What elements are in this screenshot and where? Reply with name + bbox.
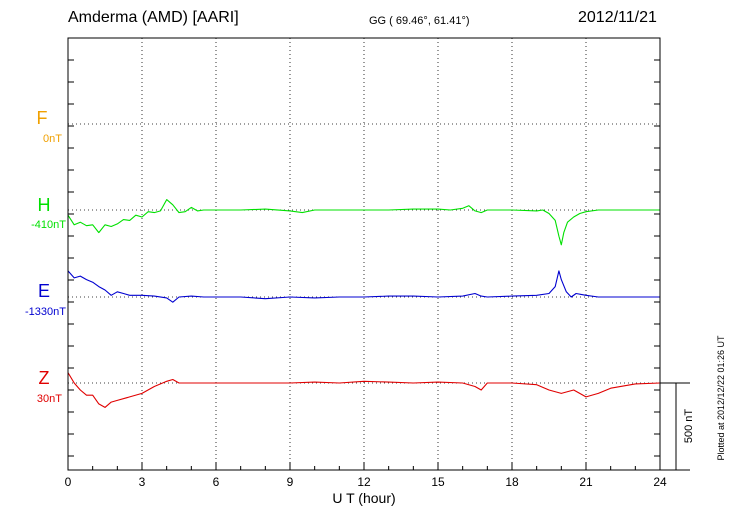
- series-lines: [67, 199, 661, 408]
- y-ticks: [68, 37, 660, 457]
- plotted-note: Plotted at 2012/12/22 01:26 UT: [716, 335, 726, 461]
- x-axis-label: U T (hour): [332, 490, 395, 506]
- series-E-line: [67, 270, 660, 303]
- x-tick-label: 12: [357, 475, 371, 489]
- offset-H: -410nT: [31, 219, 66, 231]
- label-F: F: [37, 108, 48, 128]
- label-Z: Z: [39, 368, 50, 388]
- plot-date: 2012/11/21: [578, 9, 657, 26]
- station-coords: GG ( 69.46°, 61.41°): [369, 15, 470, 27]
- series-H-line: [67, 199, 660, 246]
- x-tick-label: 24: [653, 475, 667, 489]
- label-H: H: [38, 195, 51, 215]
- offset-Z: 30nT: [37, 393, 62, 405]
- x-ticks: 0 3 6 9 12 15 18 21 24: [65, 462, 667, 489]
- x-tick-label: 18: [505, 475, 519, 489]
- label-E: E: [38, 281, 50, 301]
- offset-E: -1330nT: [25, 306, 66, 318]
- x-tick-label: 6: [213, 475, 220, 489]
- scale-bar-label: 500 nT: [683, 409, 695, 444]
- x-tick-label: 0: [65, 475, 72, 489]
- series-Z-line: [67, 372, 661, 408]
- x-tick-label: 15: [431, 475, 445, 489]
- x-tick-label: 3: [139, 475, 146, 489]
- grid-lines: [68, 38, 660, 470]
- offset-F: 0nT: [43, 133, 62, 145]
- station-title: Amderma (AMD) [AARI]: [68, 9, 239, 26]
- x-tick-label: 9: [287, 475, 294, 489]
- x-tick-label: 21: [579, 475, 593, 489]
